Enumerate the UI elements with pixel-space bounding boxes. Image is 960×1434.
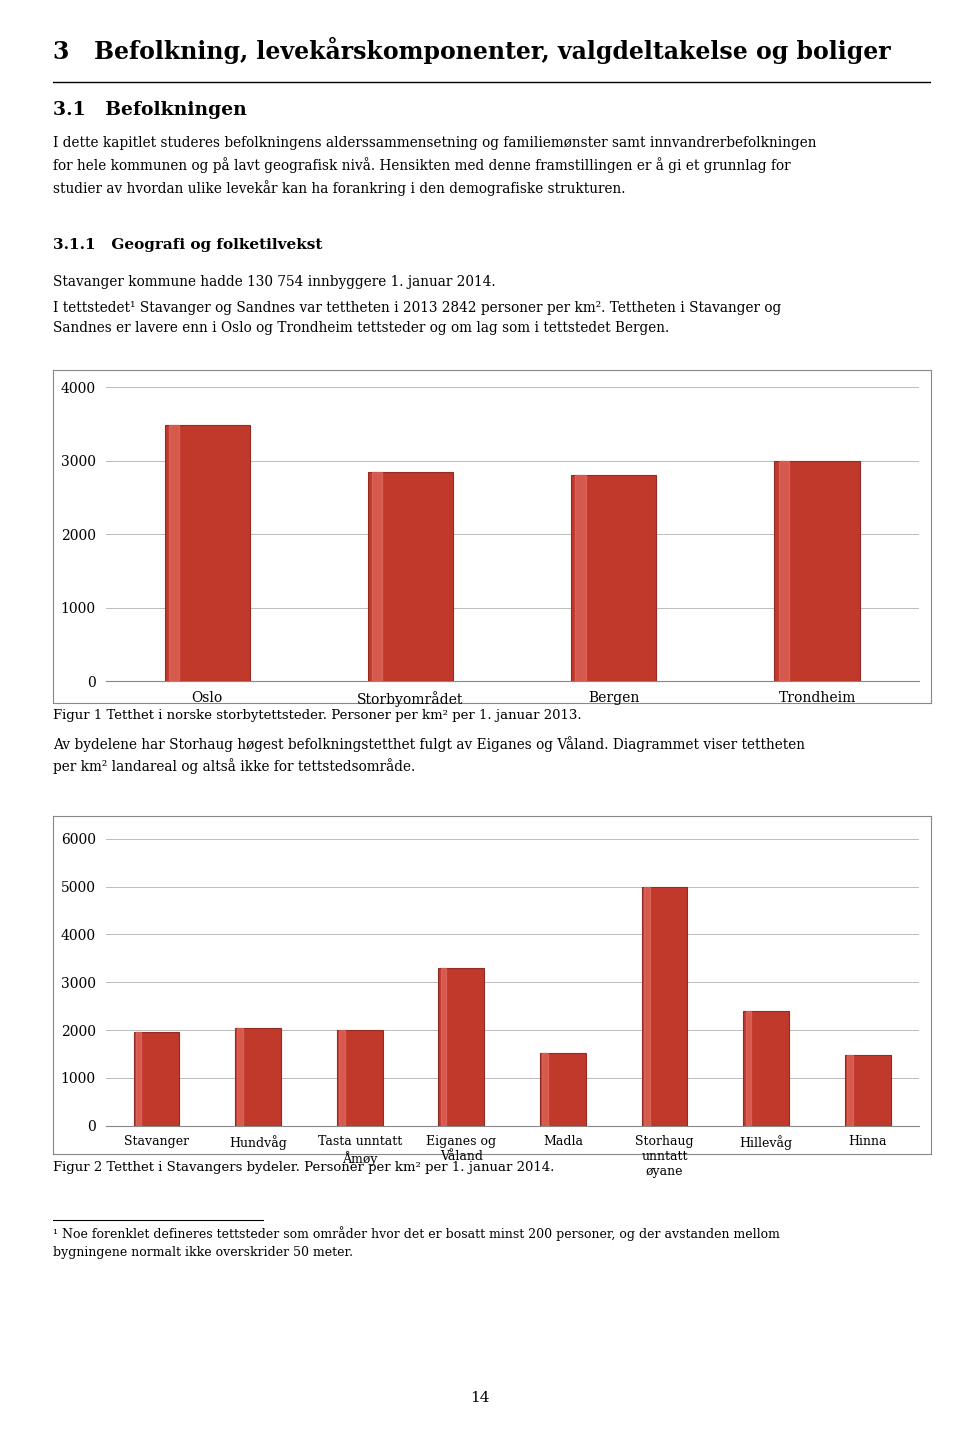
Text: Figur 1 Tetthet i norske storbytettsteder. Personer per km² per 1. januar 2013.: Figur 1 Tetthet i norske storbytettstede… [53, 708, 582, 723]
Bar [372, 472, 382, 681]
Bar [743, 1011, 789, 1126]
Bar [133, 1032, 180, 1126]
Text: I tettstedet¹ Stavanger og Sandnes var tettheten i 2013 2842 personer per km². T: I tettstedet¹ Stavanger og Sandnes var t… [53, 301, 781, 336]
Bar [441, 968, 446, 1126]
Bar [235, 1028, 281, 1126]
Text: ¹ Noe forenklet defineres tettsteder som områder hvor det er bosatt minst 200 pe: ¹ Noe forenklet defineres tettsteder som… [53, 1226, 780, 1259]
Bar [540, 1053, 586, 1126]
Bar [439, 968, 484, 1126]
Bar [237, 1028, 243, 1126]
Text: 3   Befolkning, levekårskomponenter, valgdeltakelse og boliger: 3 Befolkning, levekårskomponenter, valgd… [53, 37, 891, 63]
Bar [169, 426, 180, 681]
Text: Figur 2 Tetthet i Stavangers bydeler. Personer per km² per 1. januar 2014.: Figur 2 Tetthet i Stavangers bydeler. Pe… [53, 1160, 554, 1174]
Text: Av bydelene har Storhaug høgest befolkningstetthet fulgt av Eiganes og Våland. D: Av bydelene har Storhaug høgest befolkni… [53, 736, 804, 774]
Bar [135, 1032, 141, 1126]
Bar [848, 1055, 852, 1126]
Bar [337, 1030, 383, 1126]
Text: I dette kapitlet studeres befolkningens alderssammensetning og familiemønster sa: I dette kapitlet studeres befolkningens … [53, 136, 816, 196]
Bar [746, 1011, 751, 1126]
Bar [779, 460, 789, 681]
Bar [164, 426, 250, 681]
Bar [641, 886, 687, 1126]
Bar [845, 1055, 891, 1126]
Bar [542, 1053, 548, 1126]
Bar [644, 886, 650, 1126]
Bar [775, 460, 860, 681]
Bar [339, 1030, 345, 1126]
Text: 3.1.1   Geografi og folketilvekst: 3.1.1 Geografi og folketilvekst [53, 238, 323, 252]
Bar [571, 476, 657, 681]
Text: Stavanger kommune hadde 130 754 innbyggere 1. januar 2014.: Stavanger kommune hadde 130 754 innbygge… [53, 275, 495, 290]
Bar [575, 476, 586, 681]
Text: 3.1   Befolkningen: 3.1 Befolkningen [53, 102, 247, 119]
Text: 14: 14 [470, 1391, 490, 1405]
Bar [368, 472, 453, 681]
